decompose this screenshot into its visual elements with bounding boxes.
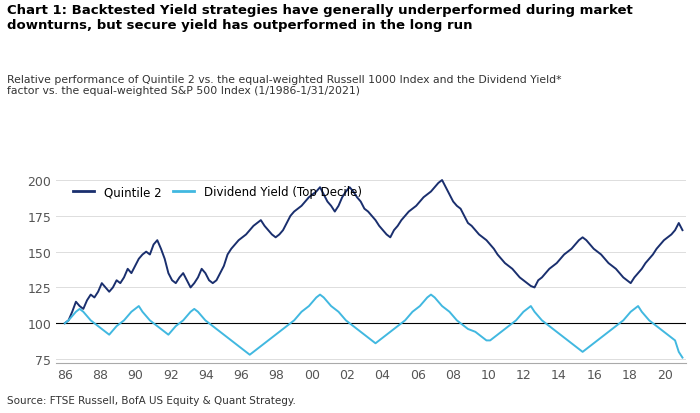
Text: Source: FTSE Russell, BofA US Equity & Quant Strategy.: Source: FTSE Russell, BofA US Equity & Q… [7, 395, 296, 405]
Legend: Quintile 2, Dividend Yield (Top Decile): Quintile 2, Dividend Yield (Top Decile) [68, 181, 367, 204]
Text: Chart 1: Backtested Yield strategies have generally underperformed during market: Chart 1: Backtested Yield strategies hav… [7, 4, 633, 32]
Text: Relative performance of Quintile 2 vs. the equal-weighted Russell 1000 Index and: Relative performance of Quintile 2 vs. t… [7, 74, 561, 96]
